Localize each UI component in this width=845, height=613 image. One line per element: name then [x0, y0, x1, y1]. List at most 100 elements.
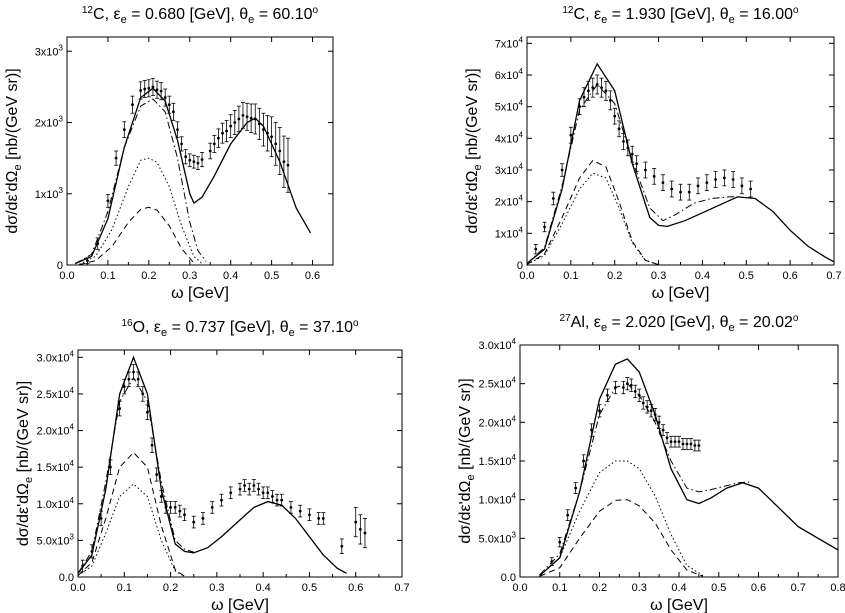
data-point — [288, 501, 293, 514]
data-point — [661, 424, 666, 436]
data-point — [688, 438, 693, 450]
data-point — [130, 95, 135, 114]
series-line-dashed — [527, 159, 659, 265]
data-marker — [600, 86, 603, 90]
data-marker — [363, 531, 367, 535]
data-point — [279, 493, 284, 507]
data-point — [678, 183, 683, 201]
x-axis-label: ω [GeV] — [171, 285, 229, 302]
data-point — [557, 537, 562, 548]
data-point — [245, 102, 250, 131]
data-point — [589, 423, 594, 437]
y-tick-exponent: 4 — [70, 423, 75, 432]
data-marker — [252, 484, 256, 487]
data-marker — [169, 506, 172, 509]
data-point — [613, 380, 618, 395]
y-axis-label: dσ/dε'dΩe [nb/(GeV sr)] — [457, 378, 477, 543]
data-point — [577, 98, 582, 115]
data-marker — [705, 181, 709, 185]
title-degree: o — [313, 5, 319, 16]
data-point — [645, 400, 650, 414]
data-marker — [122, 128, 126, 132]
data-marker — [625, 382, 629, 386]
title-subscript: e — [289, 327, 295, 339]
data-point — [599, 77, 604, 98]
data-marker — [274, 142, 278, 146]
y-label-main: dσ/dε'dΩ — [15, 483, 32, 546]
y-label-units: [nb/(GeV sr)] — [464, 68, 481, 164]
chart-panel-1: 0.0 0.1 0.2 0.3 0.4 0.5 0.601x1032x1033x10312C… — [4, 5, 334, 302]
title-mass-number: 12 — [562, 5, 574, 16]
data-point — [108, 459, 113, 475]
data-point — [89, 544, 94, 559]
data-marker — [649, 409, 653, 413]
y-tick-mantissa: 1x10 — [495, 228, 519, 240]
data-point — [634, 155, 639, 172]
data-point — [171, 102, 176, 121]
title-subscript: e — [601, 14, 607, 26]
x-tick-label: 0.2 — [607, 270, 622, 282]
data-point — [140, 386, 145, 402]
title-subscript: e — [121, 14, 127, 26]
data-marker — [637, 393, 641, 397]
data-marker — [143, 87, 147, 91]
data-marker — [257, 487, 260, 491]
y-tick-mantissa: 2.0x10 — [37, 426, 70, 438]
data-marker — [109, 465, 112, 469]
data-point — [99, 510, 104, 527]
y-label-subscript: e — [12, 164, 24, 170]
y-tick-exponent: 4 — [512, 337, 517, 346]
data-point — [533, 244, 538, 255]
data-point — [677, 435, 681, 448]
title-degree: o — [793, 313, 799, 324]
data-marker — [566, 513, 570, 517]
data-point — [150, 437, 155, 453]
data-point — [187, 153, 192, 168]
series-line-dash-dot — [527, 83, 738, 264]
data-point — [122, 378, 127, 395]
data-point — [173, 501, 178, 514]
data-point — [653, 408, 658, 422]
data-marker — [560, 168, 564, 172]
data-marker — [210, 506, 214, 509]
data-marker — [687, 190, 691, 194]
title-energy-prefix: = — [607, 6, 625, 23]
y-tick-mantissa: 3x10 — [495, 165, 519, 177]
y-tick-label: 4x104 — [495, 130, 524, 145]
y-tick-exponent: 4 — [519, 225, 524, 234]
data-marker — [114, 156, 118, 160]
title-energy: 0.680 — [145, 6, 185, 23]
y-tick-mantissa: 3.0x10 — [479, 340, 512, 352]
y-label-main: dσ/dε'dΩ — [457, 480, 474, 543]
y-tick-mantissa: 3x10 — [35, 46, 59, 58]
data-point — [177, 504, 182, 518]
title-angle-prefix: = — [254, 6, 272, 23]
data-marker — [608, 98, 612, 102]
y-tick-mantissa: 4x10 — [495, 133, 519, 145]
data-point — [551, 191, 556, 206]
data-marker — [172, 110, 175, 114]
data-point — [265, 486, 270, 500]
data-point — [122, 121, 127, 138]
data-marker — [229, 491, 233, 495]
data-point — [696, 439, 701, 452]
y-tick-mantissa: 5.0x10 — [479, 533, 512, 545]
series-line-total — [78, 355, 347, 574]
data-point — [713, 171, 718, 188]
data-point — [212, 134, 217, 153]
data-marker — [630, 152, 634, 156]
title-mass-number: 12 — [82, 5, 94, 16]
title-energy-prefix: = — [607, 314, 625, 331]
data-point — [95, 237, 100, 250]
data-marker — [358, 528, 362, 531]
data-marker — [180, 142, 183, 146]
data-point — [253, 103, 258, 135]
x-axis-label: ω [GeV] — [211, 597, 269, 613]
data-point — [200, 512, 205, 525]
title-energy-prefix: = — [167, 319, 185, 336]
y-tick-exponent: 4 — [70, 349, 75, 358]
data-point — [131, 364, 136, 380]
data-marker — [118, 407, 122, 410]
data-marker — [132, 370, 135, 374]
